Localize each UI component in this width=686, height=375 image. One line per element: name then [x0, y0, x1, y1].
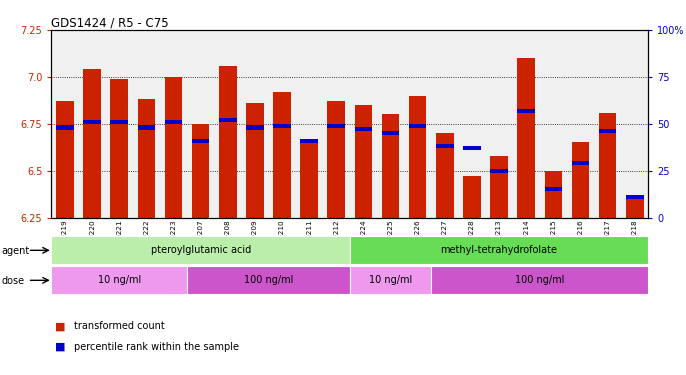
Bar: [626, 195, 643, 217]
Bar: [436, 144, 453, 148]
Bar: [83, 120, 101, 124]
Text: pteroylglutamic acid: pteroylglutamic acid: [150, 245, 251, 255]
Bar: [219, 66, 237, 218]
Bar: [409, 96, 427, 218]
Bar: [436, 133, 453, 218]
Text: ■: ■: [55, 321, 65, 331]
Bar: [246, 103, 263, 218]
Bar: [463, 146, 481, 150]
Bar: [273, 123, 291, 128]
Bar: [327, 101, 345, 217]
Bar: [599, 129, 617, 134]
Bar: [56, 125, 74, 130]
Bar: [545, 187, 562, 191]
Bar: [490, 156, 508, 218]
Bar: [350, 236, 648, 264]
Bar: [490, 168, 508, 172]
Text: percentile rank within the sample: percentile rank within the sample: [74, 342, 239, 352]
Text: 10 ng/ml: 10 ng/ml: [97, 275, 141, 285]
Bar: [273, 92, 291, 218]
Bar: [83, 69, 101, 218]
Text: ■: ■: [55, 342, 65, 352]
Bar: [409, 123, 427, 128]
Bar: [545, 171, 562, 217]
Text: 100 ng/ml: 100 ng/ml: [244, 275, 293, 285]
Bar: [51, 266, 187, 294]
Bar: [571, 161, 589, 165]
Text: transformed count: transformed count: [74, 321, 165, 331]
Bar: [355, 127, 372, 132]
Bar: [381, 114, 399, 218]
Bar: [110, 79, 128, 218]
Bar: [51, 236, 350, 264]
Bar: [300, 139, 318, 218]
Text: dose: dose: [1, 276, 25, 285]
Bar: [192, 138, 209, 143]
Bar: [165, 77, 182, 218]
Bar: [165, 120, 182, 124]
Bar: [219, 118, 237, 122]
Bar: [355, 105, 372, 218]
Bar: [381, 131, 399, 135]
Bar: [138, 99, 155, 218]
Bar: [300, 138, 318, 143]
Bar: [517, 108, 535, 112]
Bar: [517, 58, 535, 217]
Bar: [626, 195, 643, 199]
Bar: [187, 266, 350, 294]
Text: 100 ng/ml: 100 ng/ml: [515, 275, 565, 285]
Bar: [246, 125, 263, 130]
Text: 10 ng/ml: 10 ng/ml: [369, 275, 412, 285]
Text: GDS1424 / R5 - C75: GDS1424 / R5 - C75: [51, 17, 169, 30]
Bar: [431, 266, 648, 294]
Bar: [350, 266, 431, 294]
Bar: [192, 124, 209, 218]
Bar: [599, 112, 617, 218]
Bar: [463, 176, 481, 218]
Text: methyl-tetrahydrofolate: methyl-tetrahydrofolate: [440, 245, 558, 255]
Bar: [138, 125, 155, 130]
Bar: [110, 120, 128, 124]
Bar: [571, 142, 589, 218]
Text: agent: agent: [1, 246, 29, 255]
Bar: [56, 101, 74, 217]
Bar: [327, 123, 345, 128]
